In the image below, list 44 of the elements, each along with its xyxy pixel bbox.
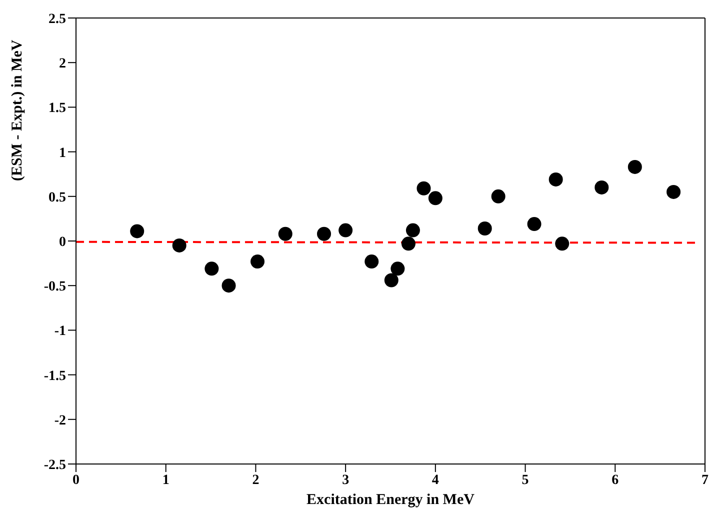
y-tick-label: -2	[54, 413, 66, 428]
point	[278, 226, 292, 241]
point	[548, 172, 563, 186]
x-tick-label: 3	[342, 472, 350, 488]
point	[555, 236, 570, 251]
y-tick-label: -1	[54, 324, 66, 340]
point	[401, 236, 416, 251]
y-tick-label: 2.5	[48, 12, 66, 27]
point	[364, 254, 379, 269]
x-tick-label: 4	[432, 472, 439, 488]
point	[338, 223, 353, 238]
x-tick-label: 6	[612, 472, 619, 488]
point	[594, 180, 609, 194]
point	[204, 262, 219, 276]
point	[428, 191, 442, 206]
point	[250, 254, 265, 269]
point	[666, 184, 681, 199]
point	[390, 262, 405, 276]
y-tick-label: 0.5	[48, 190, 66, 206]
point	[527, 217, 542, 232]
y-axis-title: (ESM - Expt.) in MeV	[9, 40, 26, 181]
x-tick-label: 5	[522, 472, 529, 488]
point	[491, 189, 506, 204]
y-tick-label: -0.5	[44, 280, 66, 295]
x-tick-label: 7	[702, 472, 708, 488]
point	[406, 223, 420, 238]
point	[130, 224, 144, 238]
point	[384, 273, 398, 288]
y-tick-label: -2.5	[44, 458, 66, 473]
y-tick-label: -1.5	[44, 368, 66, 384]
point	[416, 181, 431, 196]
y-tick-label: 1	[59, 146, 66, 161]
point	[317, 226, 332, 241]
point	[628, 160, 642, 174]
x-tick-label: 1	[162, 472, 170, 488]
point	[172, 238, 186, 252]
point	[478, 222, 492, 236]
point	[222, 278, 236, 293]
y-tick-label: 1.5	[48, 101, 66, 116]
x-tick-label: 2	[252, 472, 260, 488]
x-axis-title: Excitation Energy in MeV	[306, 492, 475, 508]
x-tick-label: 0	[72, 472, 80, 488]
y-tick-label: 2	[59, 56, 66, 72]
y-tick-label: 0	[59, 234, 66, 250]
